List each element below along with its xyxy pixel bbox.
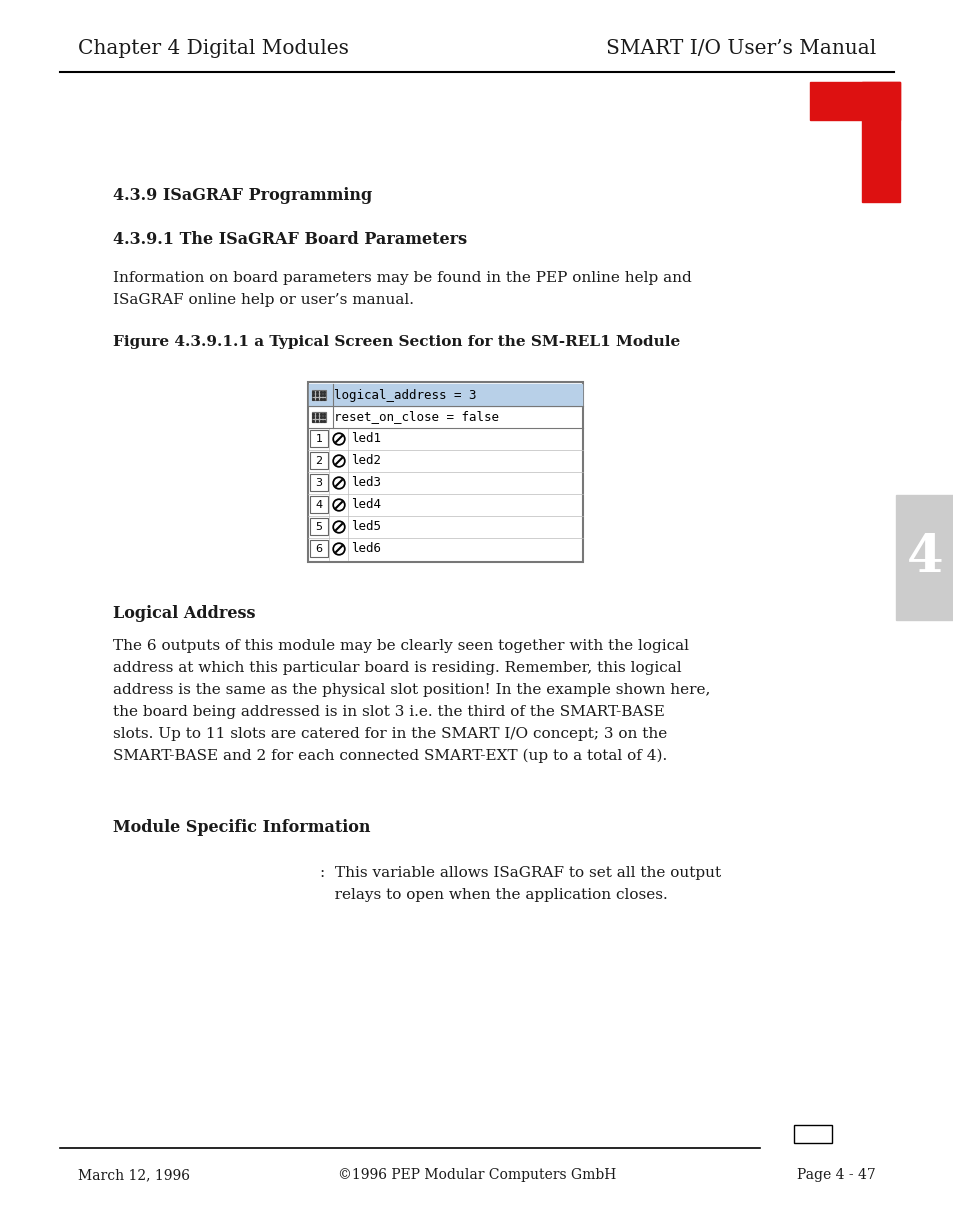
Text: 2: 2 <box>315 456 322 466</box>
Text: relays to open when the application closes.: relays to open when the application clos… <box>319 888 667 902</box>
Text: the board being addressed is in slot 3 i.e. the third of the SMART-BASE: the board being addressed is in slot 3 i… <box>112 705 664 719</box>
Text: Information on board parameters may be found in the PEP online help and: Information on board parameters may be f… <box>112 271 691 285</box>
Text: Logical Address: Logical Address <box>112 606 255 623</box>
Text: led2: led2 <box>351 455 380 467</box>
Text: 5: 5 <box>315 522 322 533</box>
Circle shape <box>335 523 343 531</box>
Bar <box>312 390 326 400</box>
Text: ©1996 PEP Modular Computers GmbH: ©1996 PEP Modular Computers GmbH <box>337 1169 616 1182</box>
Text: address is the same as the physical slot position! In the example shown here,: address is the same as the physical slot… <box>112 683 710 697</box>
Text: SMART I/O User’s Manual: SMART I/O User’s Manual <box>605 39 875 57</box>
Text: led5: led5 <box>351 520 380 534</box>
Bar <box>310 518 328 535</box>
Text: 4: 4 <box>905 533 943 582</box>
Bar <box>309 384 581 406</box>
Circle shape <box>335 457 343 466</box>
Bar <box>308 382 582 562</box>
Bar <box>312 390 326 400</box>
Text: 4.3.9.1 The ISaGRAF Board Parameters: 4.3.9.1 The ISaGRAF Board Parameters <box>112 231 467 248</box>
Text: SMART-BASE and 2 for each connected SMART-EXT (up to a total of 4).: SMART-BASE and 2 for each connected SMAR… <box>112 749 666 764</box>
Circle shape <box>333 544 345 554</box>
Circle shape <box>335 435 343 443</box>
Circle shape <box>335 479 343 488</box>
Circle shape <box>333 477 345 489</box>
Bar <box>310 474 328 491</box>
Text: Module Specific Information: Module Specific Information <box>112 820 370 837</box>
Bar <box>862 81 899 202</box>
Text: 3: 3 <box>315 478 322 488</box>
Bar <box>310 540 328 557</box>
Text: led6: led6 <box>351 542 380 556</box>
Text: :  This variable allows ISaGRAF to set all the output: : This variable allows ISaGRAF to set al… <box>319 866 720 880</box>
Text: Chapter 4 Digital Modules: Chapter 4 Digital Modules <box>78 39 349 57</box>
Text: reset_on_close = false: reset_on_close = false <box>334 411 498 423</box>
Text: 4: 4 <box>315 500 322 510</box>
Text: led3: led3 <box>351 477 380 490</box>
Bar <box>895 495 953 620</box>
Circle shape <box>335 501 343 510</box>
Bar <box>312 412 326 422</box>
Bar <box>310 496 328 513</box>
Bar <box>310 452 328 469</box>
Bar <box>809 81 899 120</box>
Circle shape <box>333 455 345 467</box>
Text: led4: led4 <box>351 499 380 512</box>
Text: slots. Up to 11 slots are catered for in the SMART I/O concept; 3 on the: slots. Up to 11 slots are catered for in… <box>112 727 666 741</box>
Text: 4.3.9 ISaGRAF Programming: 4.3.9 ISaGRAF Programming <box>112 186 372 203</box>
Text: 6: 6 <box>315 544 322 554</box>
Bar <box>793 1125 831 1143</box>
Circle shape <box>335 545 343 553</box>
Bar <box>310 430 328 447</box>
Text: The 6 outputs of this module may be clearly seen together with the logical: The 6 outputs of this module may be clea… <box>112 638 688 653</box>
Text: logical_address = 3: logical_address = 3 <box>334 388 476 401</box>
Circle shape <box>333 499 345 511</box>
Text: ISaGRAF online help or user’s manual.: ISaGRAF online help or user’s manual. <box>112 293 414 306</box>
Text: Page 4 - 47: Page 4 - 47 <box>797 1169 875 1182</box>
Text: March 12, 1996: March 12, 1996 <box>78 1169 190 1182</box>
Text: Figure 4.3.9.1.1 a Typical Screen Section for the SM-REL1 Module: Figure 4.3.9.1.1 a Typical Screen Sectio… <box>112 334 679 349</box>
Text: 1: 1 <box>315 434 322 444</box>
Text: led1: led1 <box>351 433 380 445</box>
Text: address at which this particular board is residing. Remember, this logical: address at which this particular board i… <box>112 662 680 675</box>
Bar <box>312 412 326 422</box>
Circle shape <box>333 520 345 533</box>
Circle shape <box>333 433 345 445</box>
